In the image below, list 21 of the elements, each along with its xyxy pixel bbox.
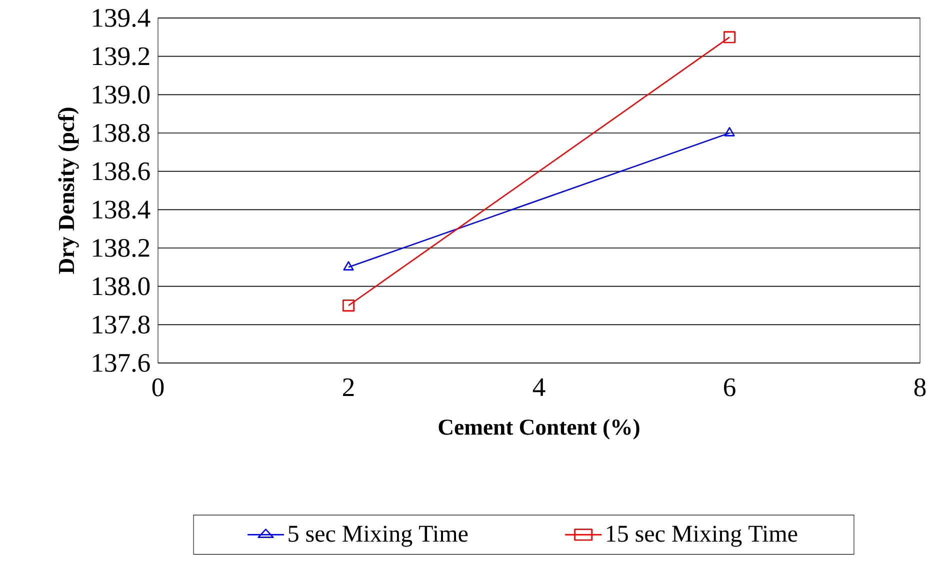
y-tick-label: 138.8 [92, 124, 150, 142]
y-axis-title: Dry Density (pcf) [58, 108, 79, 274]
y-tick-label: 139.4 [92, 8, 150, 28]
y-tick-label: 138.2 [92, 238, 150, 258]
point [342, 299, 355, 312]
x-tick-label: 4 [532, 378, 546, 396]
legend-label: 5 sec Mixing Time [288, 526, 468, 547]
x-tick-label: 6 [724, 378, 736, 396]
x-tick-label: 0 [152, 378, 164, 396]
point [724, 31, 736, 44]
y-tick-label: 138.6 [92, 162, 150, 180]
y-tick-label: 138.0 [92, 277, 150, 296]
x-tick-label: 8 [914, 378, 926, 396]
legend-label: 15 sec Mixing Time [606, 526, 798, 547]
y-tick-label: 137.8 [92, 316, 150, 334]
x-axis-title: Cement Content (%) [438, 418, 640, 440]
x-tick-label: 2 [343, 378, 354, 396]
y-tick-label: 139.0 [92, 86, 150, 104]
y-tick-label: 139.2 [92, 47, 150, 66]
y-tick-label: 137.6 [92, 354, 150, 372]
y-tick-label: 138.4 [92, 200, 150, 219]
